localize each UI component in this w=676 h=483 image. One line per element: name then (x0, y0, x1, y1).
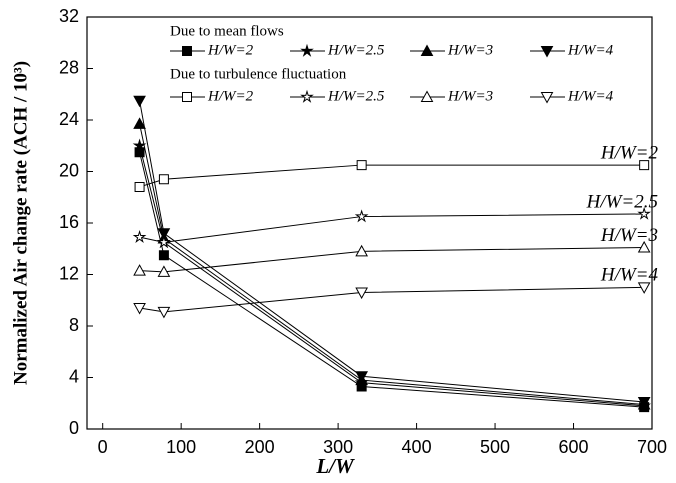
annotation: H/W=3 (600, 225, 658, 246)
legend-label: H/W=2.5 (327, 42, 385, 58)
marker (356, 160, 367, 171)
legend-label: H/W=4 (567, 88, 614, 104)
marker (637, 240, 651, 253)
series-line (139, 213, 645, 243)
legend-label: H/W=3 (447, 42, 493, 58)
legend-title: Due to turbulence fluctuation (170, 66, 347, 82)
marker (637, 206, 651, 220)
marker (133, 117, 146, 129)
legend-marker (182, 92, 192, 102)
legend-marker (540, 46, 554, 58)
marker (355, 371, 368, 383)
x-tick-label: 0 (98, 437, 108, 457)
marker (132, 229, 147, 243)
marker (157, 228, 171, 240)
legend-marker (182, 46, 192, 56)
y-tick-label: 12 (59, 263, 79, 283)
marker (158, 250, 169, 261)
x-tick-label: 700 (637, 437, 667, 457)
marker (637, 282, 651, 294)
x-tick-label: 500 (480, 437, 510, 457)
marker (639, 160, 650, 171)
marker (157, 306, 171, 319)
legend-title: Due to mean flows (170, 23, 284, 39)
series-line (139, 286, 645, 313)
series-line (139, 123, 645, 406)
annotation: H/W=2.5 (586, 191, 658, 212)
series-line (139, 164, 645, 188)
annotation: H/W=4 (600, 265, 659, 286)
y-tick-label: 8 (69, 315, 79, 335)
marker (354, 209, 369, 223)
annotation: H/W=2 (600, 142, 659, 163)
legend-label: H/W=2 (207, 42, 254, 58)
legend-marker (300, 89, 314, 103)
y-tick-label: 28 (59, 57, 79, 77)
y-tick-label: 24 (59, 109, 79, 129)
legend-marker (420, 44, 434, 56)
series-line (139, 152, 645, 408)
marker (637, 396, 651, 409)
x-tick-label: 200 (245, 437, 275, 457)
marker (133, 95, 146, 108)
marker (133, 264, 146, 276)
marker (355, 287, 368, 300)
marker (355, 244, 368, 257)
legend-marker (300, 43, 314, 57)
legend-label: H/W=3 (447, 88, 493, 104)
marker (157, 235, 171, 249)
series-line (139, 246, 645, 273)
marker (157, 265, 171, 277)
legend-label: H/W=4 (567, 42, 614, 58)
x-axis-label: L/W (315, 454, 355, 478)
y-tick-label: 0 (69, 418, 79, 438)
x-tick-label: 100 (166, 437, 196, 457)
marker (158, 174, 169, 185)
legend-marker (540, 92, 554, 104)
x-tick-label: 600 (559, 437, 589, 457)
y-tick-label: 32 (59, 6, 79, 26)
x-tick-label: 400 (402, 437, 432, 457)
legend-label: H/W=2.5 (327, 88, 385, 104)
series-line (139, 100, 645, 403)
y-axis-label: Normalized Air change rate (ACH / 10³) (10, 61, 31, 385)
x-tick-label: 300 (323, 437, 353, 457)
y-tick-label: 16 (59, 212, 79, 232)
marker (134, 181, 145, 192)
legend-marker (420, 90, 434, 102)
series-line (139, 145, 645, 407)
legend-label: H/W=2 (207, 88, 254, 104)
y-tick-label: 4 (69, 366, 79, 386)
y-tick-label: 20 (59, 160, 79, 180)
marker (133, 302, 146, 315)
